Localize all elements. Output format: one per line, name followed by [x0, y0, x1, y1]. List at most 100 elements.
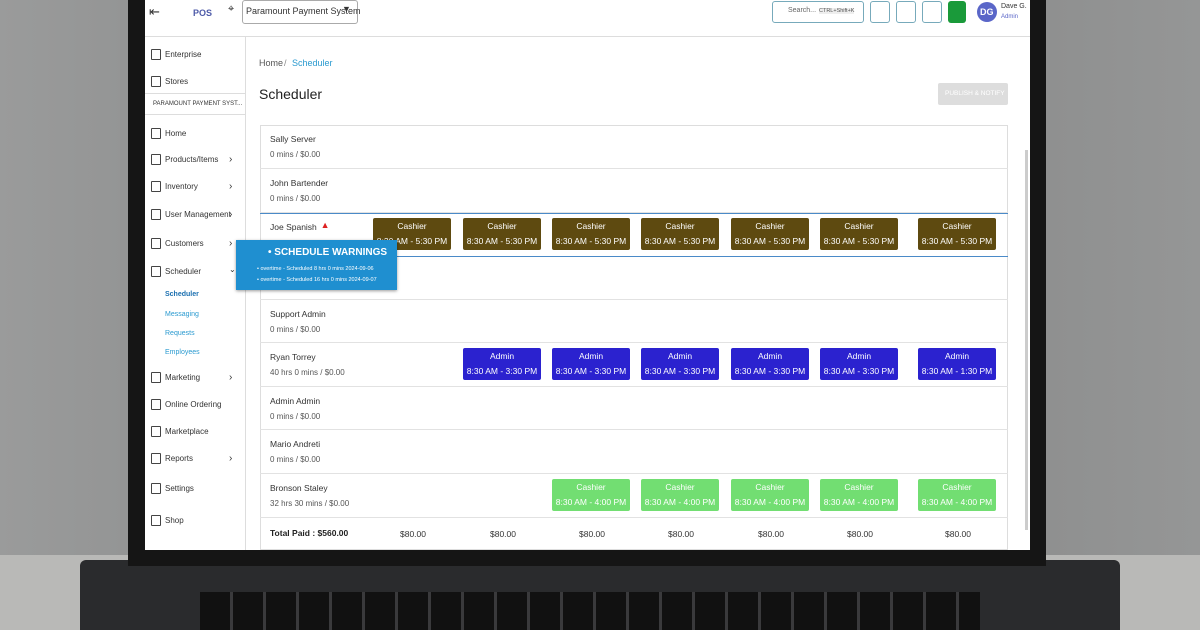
row — [260, 257, 1008, 300]
shift[interactable]: Admin 8:30 AM - 3:30 PM — [820, 348, 898, 380]
collapse-icon[interactable]: ⇤ — [149, 4, 160, 19]
scrollbar — [1025, 150, 1028, 530]
employee-name: Admin Admin — [270, 396, 321, 406]
shift[interactable]: Cashier 8:30 AM - 5:30 PM — [463, 218, 541, 250]
shift-time: 8:30 AM - 4:00 PM — [644, 497, 716, 507]
day-total: $80.00 — [758, 529, 784, 539]
warning-item: • overtime - Scheduled 8 hrs 0 mins 2024… — [257, 266, 374, 272]
shift-role: Cashier — [755, 482, 785, 492]
chevron: › — [229, 238, 233, 249]
menu-item[interactable]: Inventory — [165, 182, 198, 191]
day-total: $80.00 — [847, 529, 873, 539]
menu-item[interactable]: Customers — [165, 239, 204, 248]
search-box[interactable] — [772, 1, 864, 23]
shift-time: 8:30 AM - 3:30 PM — [555, 366, 627, 376]
shift-role: Cashier — [576, 482, 606, 492]
total-label: Total Paid : $560.00 — [270, 528, 349, 538]
user-role: Admin — [1001, 14, 1019, 20]
divider — [145, 93, 245, 94]
menu-item[interactable]: Scheduler — [165, 267, 202, 276]
publish-button[interactable] — [938, 83, 1008, 105]
breadcrumb-current: Scheduler — [292, 58, 333, 68]
shift[interactable]: Cashier 8:30 AM - 5:30 PM — [731, 218, 809, 250]
submenu-item[interactable]: Scheduler — [165, 291, 199, 298]
employee-name: Sally Server — [270, 134, 316, 144]
chevron: › — [229, 453, 233, 464]
shift[interactable]: Cashier 8:30 AM - 5:30 PM — [820, 218, 898, 250]
employee-name: Bronson Staley — [270, 483, 328, 493]
shift[interactable]: Admin 8:30 AM - 3:30 PM — [552, 348, 630, 380]
employee-summary: 40 hrs 0 mins / $0.00 — [270, 368, 345, 377]
shift[interactable]: Admin 8:30 AM - 1:30 PM — [918, 348, 996, 380]
sidebar — [145, 37, 246, 550]
menu-item[interactable]: User Management — [165, 210, 231, 219]
shift-role: Cashier — [576, 221, 606, 231]
row — [260, 213, 1008, 257]
menu-item[interactable]: Enterprise — [165, 50, 202, 59]
shift-role: Cashier — [844, 221, 874, 231]
avatar[interactable] — [977, 2, 997, 22]
menu-item[interactable]: Reports — [165, 454, 194, 463]
chevron: › — [229, 181, 233, 192]
shift-role: Admin — [667, 351, 693, 361]
menu-item[interactable]: Online Ordering — [165, 400, 222, 409]
day-total: $80.00 — [668, 529, 694, 539]
shift[interactable]: Cashier 8:30 AM - 5:30 PM — [641, 218, 719, 250]
employee-name: Support Admin — [270, 309, 326, 319]
menu-icon — [151, 426, 161, 437]
shift-role: Admin — [944, 351, 970, 361]
shift-time: 8:30 AM - 1:30 PM — [921, 366, 993, 376]
shift-time: 8:30 AM - 5:30 PM — [466, 236, 538, 246]
shift-role: Admin — [757, 351, 783, 361]
shift[interactable]: Cashier 8:30 AM - 5:30 PM — [918, 218, 996, 250]
warning-icon: ▲ — [320, 220, 330, 230]
menu-item[interactable]: Products/Items — [165, 155, 219, 164]
location-icon: ⌖ — [228, 3, 235, 15]
shift[interactable]: Admin 8:30 AM - 3:30 PM — [641, 348, 719, 380]
menu-item[interactable]: Stores — [165, 77, 189, 86]
divider — [145, 114, 245, 115]
theme-button[interactable] — [896, 1, 916, 23]
row — [260, 169, 1008, 213]
row — [260, 387, 1008, 430]
breadcrumb-home[interactable]: Home — [259, 58, 284, 68]
menu-item[interactable]: Home — [165, 129, 187, 138]
submenu-item[interactable]: Messaging — [165, 311, 199, 318]
shift-role: Admin — [489, 351, 515, 361]
shift[interactable]: Cashier 8:30 AM - 4:00 PM — [820, 479, 898, 511]
user-name: Dave G. — [1001, 3, 1027, 10]
submenu-item[interactable]: Requests — [165, 330, 195, 337]
day-total: $80.00 — [490, 529, 516, 539]
store-select[interactable] — [242, 0, 358, 24]
shift[interactable]: Cashier 8:30 AM - 4:00 PM — [552, 479, 630, 511]
shift-time: 8:30 AM - 5:30 PM — [823, 236, 895, 246]
shift[interactable]: Cashier 8:30 AM - 4:00 PM — [641, 479, 719, 511]
settings-button[interactable] — [922, 1, 942, 23]
warning-item: • overtime - Scheduled 16 hrs 0 mins 202… — [257, 277, 377, 283]
row — [260, 343, 1008, 387]
shift-time: 8:30 AM - 5:30 PM — [921, 236, 993, 246]
submenu-item[interactable]: Employees — [165, 349, 200, 356]
employee-summary: 0 mins / $0.00 — [270, 325, 321, 334]
menu-item[interactable]: Marketing — [165, 373, 201, 382]
shift[interactable]: Admin 8:30 AM - 3:30 PM — [463, 348, 541, 380]
shift[interactable]: Cashier 8:30 AM - 4:00 PM — [731, 479, 809, 511]
row — [260, 474, 1008, 518]
shift[interactable]: Cashier 8:30 AM - 4:00 PM — [918, 479, 996, 511]
shift-time: 8:30 AM - 5:30 PM — [376, 236, 448, 246]
notification-button[interactable] — [870, 1, 890, 23]
menu-item[interactable]: Shop — [165, 516, 184, 525]
shift-time: 8:30 AM - 5:30 PM — [644, 236, 716, 246]
menu-icon — [151, 483, 161, 494]
shift[interactable]: Admin 8:30 AM - 3:30 PM — [731, 348, 809, 380]
shift[interactable]: Cashier 8:30 AM - 5:30 PM — [552, 218, 630, 250]
menu-item[interactable]: Settings — [165, 484, 194, 493]
menu-icon — [151, 181, 161, 192]
shift-role: Cashier — [755, 221, 785, 231]
shift-time: 8:30 AM - 4:00 PM — [734, 497, 806, 507]
menu-item[interactable]: Marketplace — [165, 427, 209, 436]
upload-button[interactable] — [948, 1, 966, 23]
chevron: › — [229, 372, 233, 383]
dropdown-arrow: ▼ — [342, 4, 351, 14]
menu-icon — [151, 266, 161, 277]
